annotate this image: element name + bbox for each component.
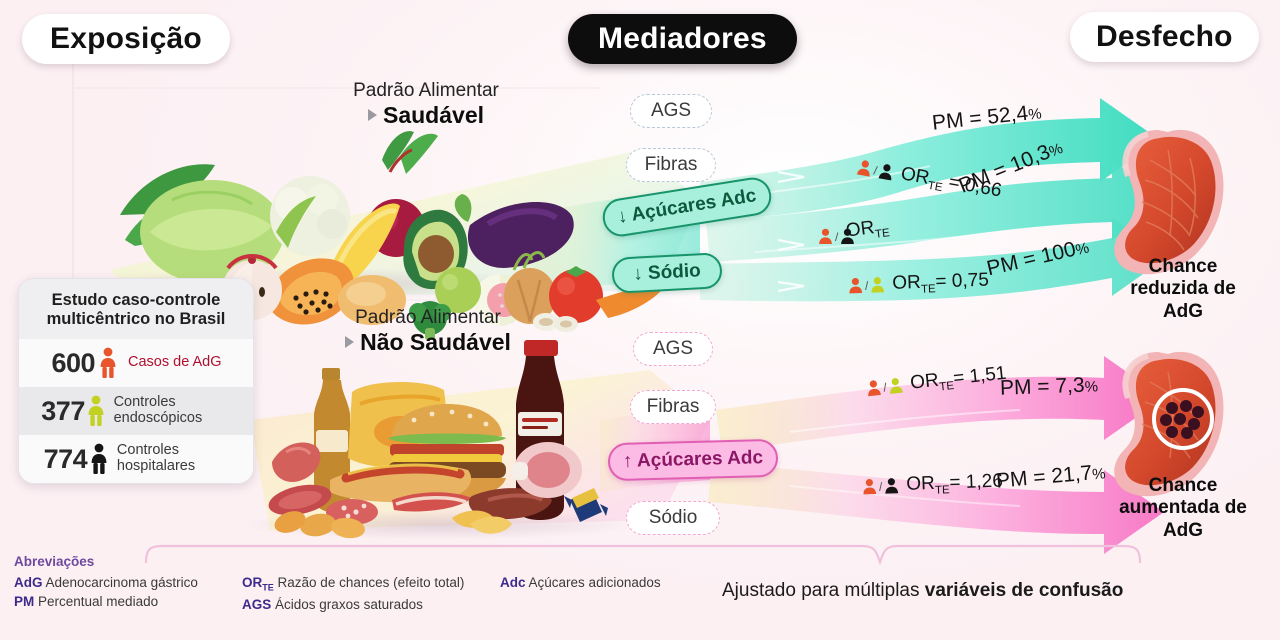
mediator-chip-ags-unhealthy[interactable]: AGS xyxy=(633,332,713,366)
adjustment-note-prefix: Ajustado para múltiplas xyxy=(722,580,925,601)
flow-pm-healthy-3: PM = 100% xyxy=(985,235,1092,282)
pattern-healthy-text: Saudável xyxy=(383,102,484,128)
pm-unit-healthy-1: % xyxy=(1027,105,1043,124)
abbreviations-column-2: ORTE Razão de chances (efeito total) AGS… xyxy=(242,573,500,614)
group-icon-pair-healthy-2: / xyxy=(818,228,862,245)
study-info-box: Estudo caso-controle multicêntrico no Br… xyxy=(18,278,254,485)
pm-value-healthy-3: PM = 100 xyxy=(984,237,1078,281)
group-icon-pair-case-hospital: / xyxy=(862,478,900,496)
mediator-chip-fibras-unhealthy[interactable]: Fibras xyxy=(630,390,716,424)
study-title: Estudo caso-controle multicêntrico no Br… xyxy=(19,279,253,340)
abbreviations-column-3: Adc Açúcares adicionados xyxy=(500,573,681,614)
pm-unit-healthy-3: % xyxy=(1073,239,1091,260)
flow-stat-healthy-3: / ORTE= 0,75 xyxy=(848,270,990,299)
pm-value-healthy-1: PM = 52,4 xyxy=(931,101,1030,135)
study-row-endoscopic-controls: 377 Controles endoscópicos xyxy=(19,387,253,436)
pattern-unhealthy-name: Não Saudável xyxy=(312,329,544,356)
pattern-label-healthy: Padrão Alimentar Saudável xyxy=(318,80,534,129)
mediator-chip-acucares-unhealthy[interactable]: ↑ Açúcares Adc xyxy=(607,438,779,482)
abbreviations-heading: Abreviações xyxy=(14,554,95,569)
pm-unit-unhealthy-2: % xyxy=(1091,465,1107,484)
study-count-endoscopic: 377 xyxy=(41,395,85,426)
flow-pm-unhealthy-1: PM = 7,3% xyxy=(1000,373,1099,400)
person-icon xyxy=(87,443,110,475)
mediator-chip-ags-healthy[interactable]: AGS xyxy=(630,94,712,128)
pm-value-unhealthy-1: PM = 7,3 xyxy=(999,373,1086,400)
abbreviation-adc: Adc Açúcares adicionados xyxy=(500,575,661,591)
abbreviation-adg: AdG Adenocarcinoma gástrico xyxy=(14,575,198,591)
adjustment-note-emphasis: variáveis de confusão xyxy=(924,580,1124,601)
study-count-cases: 600 xyxy=(51,347,95,378)
group-icon-pair-case-endoscopic: / xyxy=(865,377,904,398)
mediator-chip-sodio-healthy[interactable]: ↓ Sódio xyxy=(611,252,723,294)
mediator-chip-sodio-unhealthy[interactable]: Sódio xyxy=(626,501,720,535)
abbreviation-pm: PM Percentual mediado xyxy=(14,594,159,610)
triangle-marker-icon xyxy=(345,335,355,348)
group-icon-pair-case-hospital: / xyxy=(818,228,855,245)
unhealthy-food-illustration xyxy=(240,340,640,540)
flow-pm-healthy-2: PM = 10,3% xyxy=(955,135,1066,198)
section-header-mediators: Mediadores xyxy=(568,14,797,64)
person-icon xyxy=(95,347,121,379)
outcome-label-reduced: Chance reduzida de AdG xyxy=(1130,256,1236,322)
pattern-label-unhealthy: Padrão Alimentar Não Saudável xyxy=(312,307,544,356)
group-icon-pair-case-endoscopic: / xyxy=(848,277,886,295)
study-row-cases: 600 Casos de AdG xyxy=(19,339,253,388)
section-header-exposure: Exposição xyxy=(22,14,230,64)
flow-pm-unhealthy-2: PM = 21,7% xyxy=(995,460,1106,493)
abbreviation-ags: AGS Ácidos graxos saturados xyxy=(242,596,423,612)
outcome-label-increased: Chance aumentada de AdG xyxy=(1119,475,1247,541)
flow-stat-unhealthy-2: / ORTE= 1,26 xyxy=(862,471,1004,500)
pm-unit-unhealthy-1: % xyxy=(1084,378,1099,396)
or-label-unhealthy-2: ORTE= 1,26 xyxy=(905,470,1004,497)
section-header-outcome: Desfecho xyxy=(1070,12,1259,62)
abbreviation-or: ORTE Razão de chances (efeito total) xyxy=(242,575,465,593)
group-icon-pair-case-hospital: / xyxy=(856,159,896,182)
flow-pm-healthy-1: PM = 52,4% xyxy=(931,100,1043,135)
mediator-chip-fibras-healthy[interactable]: Fibras xyxy=(626,148,716,182)
adjustment-note: Ajustado para múltiplas variáveis de con… xyxy=(722,580,1123,602)
study-label-hospital: Controles hospitalares xyxy=(116,442,196,475)
study-row-hospital-controls: 774 Controles hospitalares xyxy=(19,435,253,484)
pattern-healthy-name: Saudável xyxy=(318,102,534,129)
or-label-healthy-3: ORTE= 0,75 xyxy=(891,269,990,296)
mediator-chip-acucares-healthy[interactable]: ↓ Açúcares Adc xyxy=(600,174,774,240)
pattern-unhealthy-text: Não Saudável xyxy=(360,329,511,355)
or-label-unhealthy-1: ORTE= 1,51 xyxy=(909,362,1008,394)
pattern-unhealthy-prefix: Padrão Alimentar xyxy=(355,307,501,328)
flow-stat-healthy-1: / ORTE = 0,66 xyxy=(855,155,1003,204)
study-count-hospital: 774 xyxy=(43,443,88,474)
abbreviations-legend: Abreviações AdG Adenocarcinoma gástrico … xyxy=(14,552,681,614)
study-label-cases: Casos de AdG xyxy=(128,354,222,371)
abbreviations-column-1: AdG Adenocarcinoma gástrico PM Percentua… xyxy=(14,573,242,614)
pm-value-healthy-2: PM = 10,3 xyxy=(955,140,1054,198)
person-icon xyxy=(85,395,107,427)
stomach-healthy-illustration xyxy=(1114,129,1224,275)
pattern-healthy-prefix: Padrão Alimentar xyxy=(353,80,499,101)
triangle-marker-icon xyxy=(368,108,377,121)
pm-value-unhealthy-2: PM = 21,7 xyxy=(995,461,1094,493)
study-label-endoscopic: Controles endoscópicos xyxy=(113,394,203,427)
flow-stat-unhealthy-1: / ORTE= 1,51 xyxy=(865,363,1008,401)
